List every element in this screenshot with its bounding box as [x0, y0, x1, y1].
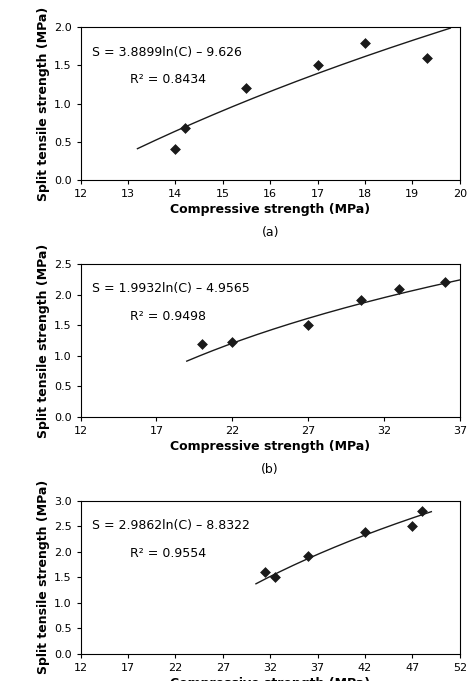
Point — [181, 123, 189, 133]
Point — [228, 337, 236, 348]
Text: R² = 0.9498: R² = 0.9498 — [130, 310, 206, 323]
X-axis label: Compressive strength (MPa): Compressive strength (MPa) — [170, 203, 370, 217]
Point — [395, 283, 403, 294]
Point — [304, 550, 312, 561]
Text: S = 1.9932ln(C) – 4.9565: S = 1.9932ln(C) – 4.9565 — [92, 283, 250, 296]
Point — [314, 60, 321, 71]
Point — [361, 37, 369, 48]
X-axis label: Compressive strength (MPa): Compressive strength (MPa) — [170, 677, 370, 681]
X-axis label: Compressive strength (MPa): Compressive strength (MPa) — [170, 440, 370, 453]
Text: R² = 0.9554: R² = 0.9554 — [130, 547, 206, 560]
Text: S = 2.9862ln(C) – 8.8322: S = 2.9862ln(C) – 8.8322 — [92, 520, 250, 533]
Point — [423, 52, 430, 63]
Point — [361, 526, 369, 537]
Point — [243, 83, 250, 94]
Text: R² = 0.8434: R² = 0.8434 — [130, 73, 206, 86]
Point — [262, 567, 269, 577]
Y-axis label: Split tensile strength (MPa): Split tensile strength (MPa) — [36, 480, 50, 674]
Point — [304, 320, 312, 331]
Y-axis label: Split tensile strength (MPa): Split tensile strength (MPa) — [36, 243, 50, 438]
Point — [357, 295, 365, 306]
Point — [418, 506, 426, 517]
Y-axis label: Split tensile strength (MPa): Split tensile strength (MPa) — [36, 7, 50, 201]
Point — [198, 338, 206, 349]
Text: S = 3.8899ln(C) – 9.626: S = 3.8899ln(C) – 9.626 — [92, 46, 242, 59]
Point — [271, 572, 279, 583]
Text: (b): (b) — [261, 463, 279, 476]
Point — [172, 144, 179, 155]
Point — [441, 277, 448, 288]
Point — [409, 521, 416, 532]
Text: (a): (a) — [262, 226, 279, 239]
